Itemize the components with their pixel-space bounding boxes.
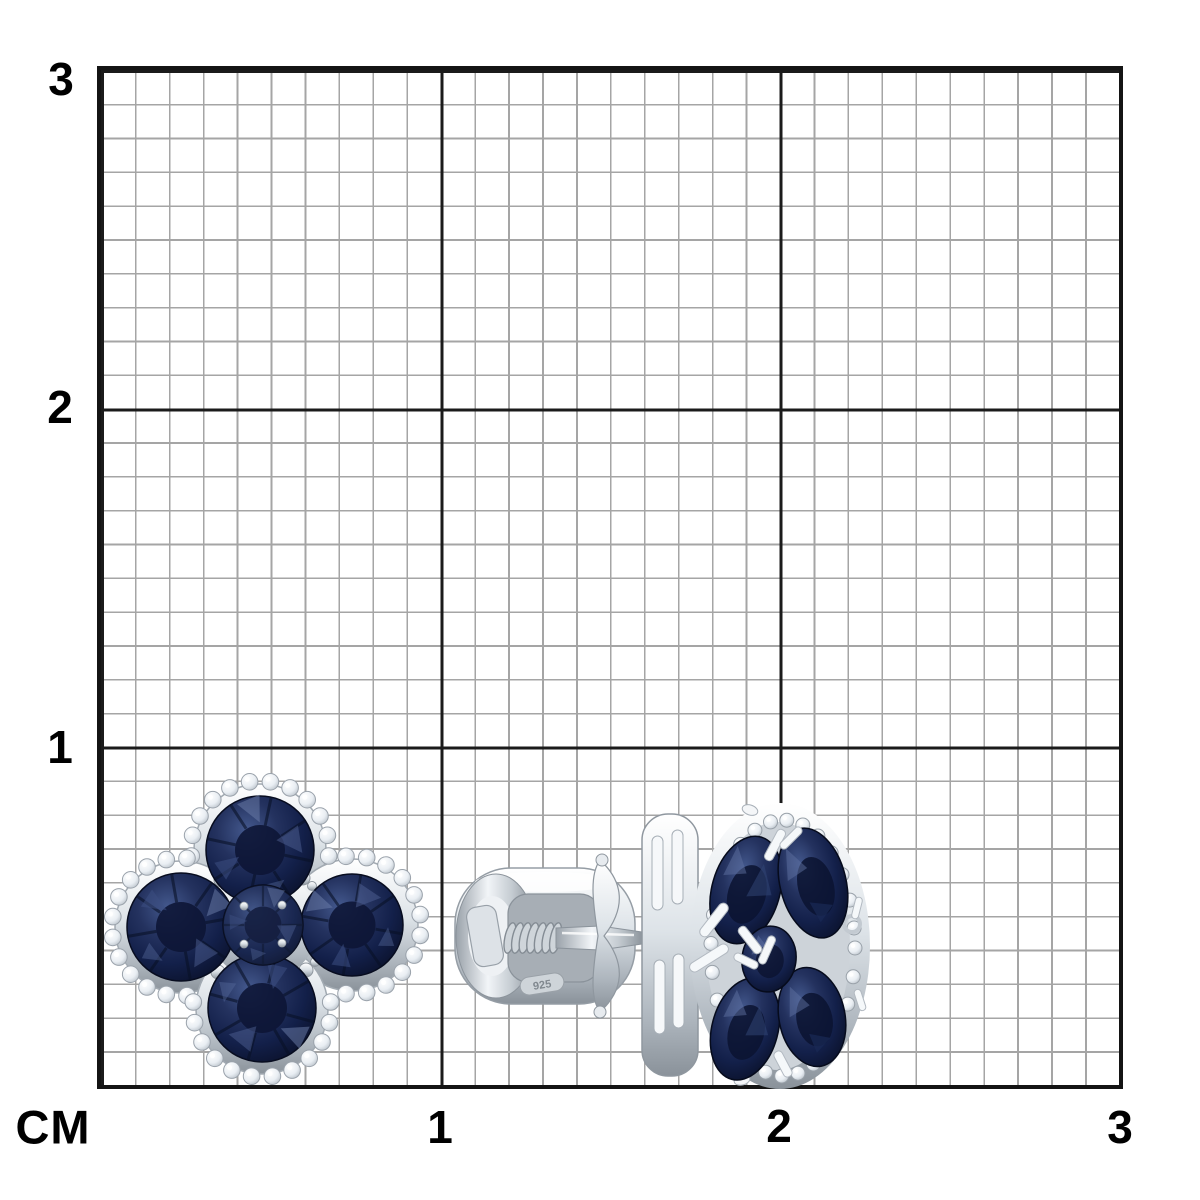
x-axis-label-3: 3 — [1107, 1101, 1133, 1153]
y-axis-label-2: 2 — [47, 381, 73, 433]
clasp-nut — [466, 904, 504, 968]
earring-front-view — [104, 772, 430, 1086]
sapphire-bottom-right — [777, 966, 847, 1068]
screw-thread-coil — [503, 922, 563, 954]
screw-back-clasp: 925 — [454, 867, 636, 1005]
sapphire-bottom-left — [709, 977, 781, 1081]
y-axis-label-3: 3 — [48, 53, 74, 105]
x-axis-label-1: 1 — [427, 1101, 453, 1153]
prong-claws — [689, 826, 867, 1078]
sapphire-top-left — [709, 835, 783, 945]
center-stone-claws — [239, 900, 287, 949]
hallmark-text: 925 — [532, 978, 552, 993]
y-axis-label-1: 1 — [47, 721, 73, 773]
openwork-gallery — [641, 813, 699, 1077]
unit-label-cm: CM — [15, 1100, 91, 1154]
sapphire-top-right — [777, 827, 849, 939]
earring-side-view-with-screw-back: 925 — [454, 803, 870, 1089]
diamond-halo — [104, 772, 430, 1086]
hallmark-stamp: 925 — [519, 972, 565, 996]
x-axis-label-2: 2 — [766, 1100, 792, 1152]
